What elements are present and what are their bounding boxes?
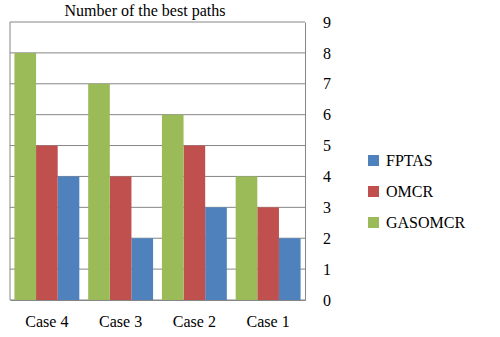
bar-series [36, 146, 279, 300]
tick: Case 4 [25, 300, 68, 330]
tick: 0 [305, 292, 331, 309]
tick: 8 [305, 45, 331, 62]
axis-line [11, 300, 306, 301]
bars [14, 53, 300, 300]
legend-swatch [368, 155, 379, 166]
bar [279, 238, 301, 300]
bar-series [14, 53, 257, 300]
grid-line [10, 83, 305, 84]
tick: 1 [305, 261, 331, 278]
legend-label: OMCR [386, 183, 433, 200]
tick: 9 [305, 14, 331, 31]
plot-frame [10, 22, 11, 300]
tick-label: 3 [323, 199, 331, 216]
tick-label: Case 4 [25, 313, 68, 330]
bar [162, 115, 184, 300]
bar [131, 238, 153, 300]
tick-label: 9 [323, 14, 331, 31]
bar [257, 207, 279, 300]
tick: Case 2 [173, 300, 216, 330]
tick: Case 3 [99, 300, 142, 330]
tick-label: 6 [323, 106, 331, 123]
grid-line [10, 114, 305, 115]
title: Number of the best paths [65, 2, 226, 20]
tick-label: 5 [323, 137, 331, 154]
bar [205, 207, 227, 300]
bar [184, 146, 206, 300]
tick: 3 [305, 199, 331, 216]
legend-label: FPTAS [386, 152, 433, 169]
tick-label: 1 [323, 261, 331, 278]
tick: 2 [305, 230, 331, 247]
tick-label: 4 [323, 168, 331, 185]
grid-line [10, 52, 305, 53]
bar [14, 53, 36, 300]
tick: 5 [305, 137, 331, 154]
tick-label: 7 [323, 75, 331, 92]
tick-label: Case 3 [99, 313, 142, 330]
bar [88, 84, 110, 300]
tick: 4 [305, 168, 331, 185]
tick-label: Case 2 [173, 313, 216, 330]
tick-label: 8 [323, 45, 331, 62]
tick: 6 [305, 106, 331, 123]
chart: 0 1 2 3 4 5 6 7 8 9 Case 4 Case 3 Case 2 Case 1 Number… [0, 0, 500, 337]
bar [110, 176, 132, 300]
legend: FPTAS OMCR GASOMCR [368, 152, 465, 231]
y-axis: 0 1 2 3 4 5 6 7 8 9 [305, 14, 331, 309]
tick-label: 2 [323, 230, 331, 247]
bar [236, 176, 258, 300]
grid-line [10, 22, 305, 23]
tick-label: Case 1 [247, 313, 290, 330]
x-axis: Case 4 Case 3 Case 2 Case 1 [11, 300, 306, 330]
legend-label: GASOMCR [386, 214, 465, 231]
legend-swatch [368, 186, 379, 197]
tick: Case 1 [247, 300, 290, 330]
bar [58, 176, 80, 300]
tick: 7 [305, 75, 331, 92]
grid [10, 22, 305, 300]
legend-swatch [368, 217, 379, 228]
axis-line [305, 23, 306, 301]
bar [36, 146, 58, 300]
tick-label: 0 [323, 292, 331, 309]
